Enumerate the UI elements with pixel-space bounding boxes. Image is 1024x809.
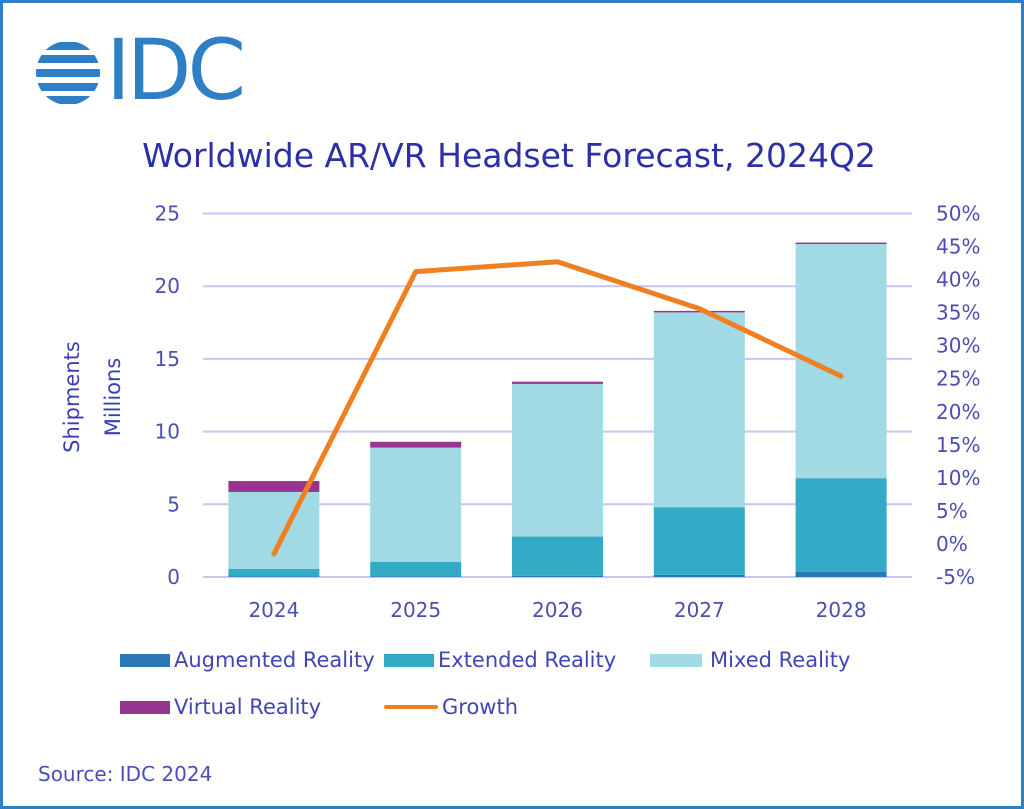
bar-virtual-reality-2027 [653, 310, 745, 313]
y2-tick-label: 25% [936, 367, 980, 391]
y-tick-label: 25 [155, 202, 180, 226]
y-tick-label: 20 [155, 274, 180, 298]
bar-extended-reality-2028 [795, 478, 887, 572]
bar-virtual-reality-2024 [228, 481, 320, 492]
x-axis-ticks: 2024 2025 2026 2027 2028 [248, 598, 866, 622]
bar-extended-reality-2025 [370, 561, 462, 577]
legend-swatch [384, 653, 434, 667]
x-tick-label: 2026 [532, 598, 583, 622]
legend-line-swatch [384, 705, 438, 709]
bar-virtual-reality-2025 [370, 441, 462, 448]
y2-tick-label: 50% [936, 202, 980, 226]
legend-swatch [120, 700, 170, 714]
y2-tick-label: 40% [936, 268, 980, 292]
legend-label: Growth [442, 695, 519, 719]
x-tick-label: 2025 [390, 598, 441, 622]
legend-item-augmented-reality: Augmented Reality [120, 648, 375, 672]
y2-tick-label: 20% [936, 400, 980, 424]
striped-globe-icon [36, 42, 100, 104]
legend-label: Mixed Reality [710, 648, 851, 672]
y2-tick-label: 0% [936, 532, 968, 556]
y-tick-label: 15 [155, 347, 180, 371]
y2-tick-label: 35% [936, 301, 980, 325]
legend-swatch [120, 653, 170, 667]
y-tick-label: 5 [167, 492, 180, 516]
y-tick-label: 10 [155, 420, 180, 444]
legend-label: Virtual Reality [174, 695, 322, 719]
bar-mixed-reality-2026 [512, 383, 603, 537]
legend-item-virtual-reality: Virtual Reality [120, 695, 321, 719]
chart-title: Worldwide AR/VR Headset Forecast, 2024Q2 [142, 136, 876, 175]
bar-augmented-reality-2024 [228, 576, 320, 577]
bar-extended-reality-2027 [653, 507, 745, 575]
y-tick-label: 0 [167, 565, 180, 589]
bar-augmented-reality-2026 [512, 575, 603, 577]
bar-extended-reality-2024 [228, 569, 320, 577]
source-note: Source: IDC 2024 [38, 762, 213, 786]
y2-tick-label: 10% [936, 466, 980, 490]
bar-augmented-reality-2028 [795, 571, 887, 577]
legend-item-extended-reality: Extended Reality [384, 648, 616, 672]
bar-virtual-reality-2028 [795, 242, 887, 245]
y2-tick-label: 15% [936, 433, 980, 457]
legend-item-mixed-reality: Mixed Reality [650, 648, 850, 672]
y2-tick-label: 30% [936, 334, 980, 358]
x-tick-label: 2024 [248, 598, 299, 622]
bars [228, 242, 887, 577]
bar-extended-reality-2026 [512, 536, 603, 576]
bar-virtual-reality-2026 [512, 381, 603, 384]
y-axis-ticks: 0 5 10 15 20 25 [155, 202, 180, 590]
x-tick-label: 2027 [674, 598, 725, 622]
y2-tick-label: -5% [936, 565, 975, 589]
legend-swatch [650, 653, 702, 667]
growth-line-group [271, 259, 844, 557]
y-axis-label-line2: Millions [101, 358, 125, 437]
bar-mixed-reality-2027 [653, 312, 745, 508]
x-tick-label: 2028 [816, 598, 867, 622]
bar-augmented-reality-2025 [370, 576, 462, 577]
legend-label: Augmented Reality [174, 648, 375, 672]
legend-label: Extended Reality [438, 648, 617, 672]
bar-augmented-reality-2027 [653, 574, 745, 577]
y2-tick-label: 5% [936, 499, 968, 523]
y-axis-label-line1: Shipments [60, 341, 84, 453]
bar-mixed-reality-2024 [228, 491, 320, 570]
logo-text: IDC [106, 21, 246, 119]
y2-axis-ticks: -5% 0% 5% 10% 15% 20% 25% 30% 35% 40% 45% 50% [936, 202, 980, 590]
legend-item-growth: Growth [384, 695, 518, 719]
y2-tick-label: 45% [936, 235, 980, 259]
bar-mixed-reality-2025 [370, 447, 462, 562]
